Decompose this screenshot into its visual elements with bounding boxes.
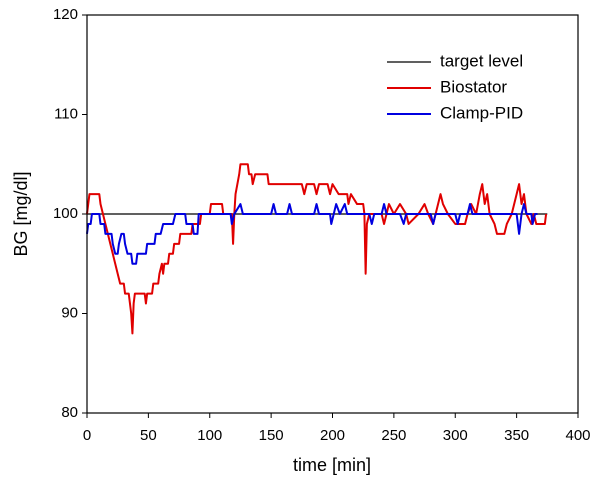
legend-text: Clamp-PID bbox=[440, 103, 523, 122]
series-line bbox=[86, 163, 548, 335]
x-axis-title: time [min] bbox=[293, 455, 371, 475]
y-tick-label: 80 bbox=[61, 404, 78, 421]
y-axis-title: BG [mg/dl] bbox=[11, 171, 31, 256]
x-tick-label: 300 bbox=[443, 427, 468, 444]
x-tick-label: 250 bbox=[381, 427, 406, 444]
x-tick-label: 150 bbox=[259, 427, 284, 444]
x-tick-label: 0 bbox=[83, 427, 91, 444]
y-tick-label: 110 bbox=[54, 105, 78, 122]
legend-text: Biostator bbox=[440, 77, 507, 96]
y-tick-label: 90 bbox=[61, 304, 78, 321]
y-tick-label: 100 bbox=[53, 205, 78, 222]
plot-frame bbox=[86, 14, 579, 414]
x-tick-label: 350 bbox=[504, 427, 529, 444]
x-tick-label: 50 bbox=[140, 427, 157, 444]
x-tick-label: 200 bbox=[320, 427, 345, 444]
y-tick-label: 120 bbox=[53, 6, 78, 23]
legend-text: target level bbox=[440, 51, 523, 70]
x-tick-label: 100 bbox=[197, 427, 222, 444]
x-tick-label: 400 bbox=[565, 427, 590, 444]
series-line bbox=[86, 203, 538, 265]
